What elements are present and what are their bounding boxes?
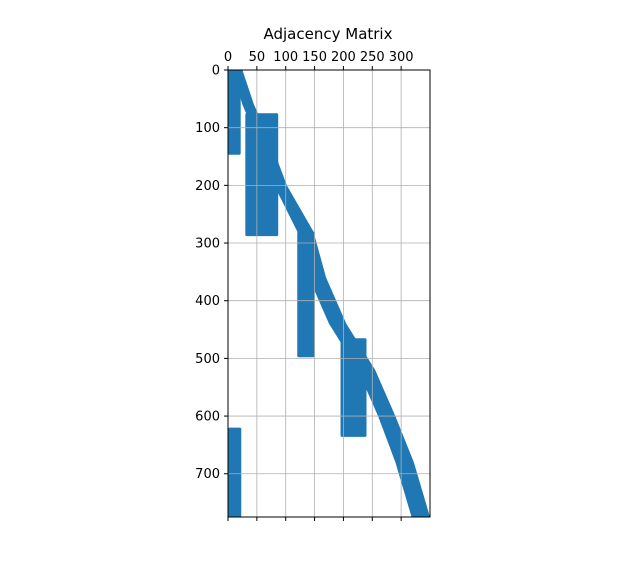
matrix-marks [228, 70, 430, 517]
y-axis: 0 100 200 300 400 500 600 700 [195, 64, 228, 482]
x-tick-label: 150 [302, 50, 327, 65]
x-tick-label: 50 [249, 50, 266, 65]
block-4 [340, 338, 367, 437]
y-tick-label: 600 [195, 410, 220, 425]
block-2 [245, 113, 279, 237]
x-tick-label: 0 [224, 50, 232, 65]
block-1 [228, 70, 241, 155]
x-tick-label: 100 [273, 50, 298, 65]
y-tick-label: 200 [195, 179, 220, 194]
y-tick-label: 500 [195, 352, 220, 367]
x-tick-label: 250 [360, 50, 385, 65]
block-5 [228, 427, 242, 517]
diagonal-band [232, 70, 430, 517]
y-tick-label: 400 [195, 294, 220, 309]
y-tick-label: 300 [195, 237, 220, 252]
plot-frame [227, 69, 431, 518]
y-tick-label: 0 [212, 64, 220, 79]
block-3 [297, 231, 315, 358]
x-tick-label: 300 [389, 50, 414, 65]
y-tick-label: 700 [195, 467, 220, 482]
x-tick-label: 200 [331, 50, 356, 65]
plot-area [227, 69, 431, 518]
y-tick-label: 100 [195, 121, 220, 136]
chart-title: Adjacency Matrix [264, 25, 393, 43]
x-axis: 0 50 100 150 200 250 300 [224, 50, 414, 521]
